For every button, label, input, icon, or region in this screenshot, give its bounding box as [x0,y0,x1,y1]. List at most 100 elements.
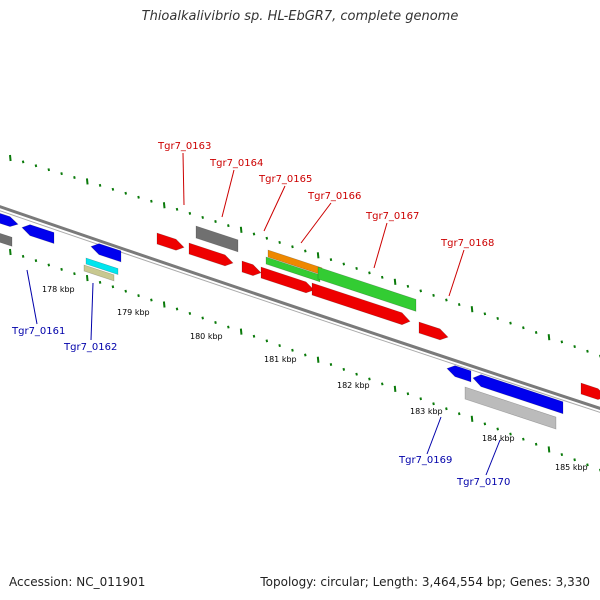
gene-bar-green[interactable] [317,266,417,312]
gene-bar-edge-left[interactable] [0,232,13,247]
tick-mark [483,312,487,316]
tick-mark [432,402,435,406]
tick-mark [85,274,89,282]
scale-label-183: 183 kbp [410,407,443,416]
gene-arrow-reverse[interactable] [90,243,122,263]
gene-arrow-forward[interactable] [188,242,234,267]
scale-label-184: 184 kbp [482,434,515,443]
tick-mark [393,278,397,285]
tick-mark [85,178,89,185]
tick-mark [47,263,51,267]
gene-arrow-reverse[interactable] [472,374,564,415]
tick-mark [380,275,384,279]
tick-mark [483,422,487,426]
tick-mark [252,334,256,338]
tick-mark [522,437,525,441]
tick-mark [560,340,564,344]
tick-mark [124,289,128,293]
tick-mark [393,385,397,392]
tick-mark [188,311,192,315]
gene-arrow-forward[interactable] [418,321,449,341]
gene-label-tgr7-0170[interactable]: Tgr7_0170 [456,477,510,488]
gene-label-tgr7-0163[interactable]: Tgr7_0163 [157,141,211,152]
gene-label-tgr7-0164[interactable]: Tgr7_0164 [209,158,263,169]
tick-mark [329,363,333,367]
tick-mark [201,215,204,219]
tick-mark [304,249,307,253]
tick-mark [368,271,371,275]
tick-mark [355,372,358,376]
tick-mark [162,301,166,308]
tick-mark [547,334,551,341]
tick-mark [60,172,63,176]
tick-mark [586,463,589,467]
gene-label-tgr7-0169[interactable]: Tgr7_0169 [398,455,452,466]
tick-mark [21,254,25,258]
gene-arrow-forward[interactable] [311,282,411,326]
gene-label-tgr7-0162[interactable]: Tgr7_0162 [63,342,117,353]
tick-mark [98,183,102,187]
gene-label-tgr7-0166[interactable]: Tgr7_0166 [307,191,361,202]
tick-mark [278,344,281,348]
tick-mark [73,272,76,276]
tick-mark [534,442,538,446]
gene-bar-cyan[interactable] [85,257,119,275]
gene-label-tgr7-0161[interactable]: Tgr7_0161 [11,326,65,337]
tick-mark [60,267,63,271]
scale-label-179: 179 kbp [117,308,150,317]
gene-arrow-reverse[interactable] [446,365,472,383]
gene-arrow-edge-left[interactable] [0,212,19,227]
gene-bar-gray[interactable] [195,225,239,253]
tick-mark [9,154,12,162]
tick-mark [573,458,576,462]
gene-label-tgr7-0165[interactable]: Tgr7_0165 [258,174,312,185]
tick-mark [329,258,333,262]
tick-mark [355,266,358,270]
gene-label-tgr7-0167[interactable]: Tgr7_0167 [365,211,419,222]
tick-mark [201,316,204,320]
tick-mark [278,240,281,244]
gene-arrow-edge-right[interactable] [580,382,600,400]
tick-mark [291,245,294,249]
gene-bar-khaki[interactable] [83,264,115,282]
tick-mark [214,321,217,324]
leader-line [448,249,465,297]
tick-mark [21,160,25,164]
tick-mark [432,293,435,297]
tick-mark [342,367,346,371]
tick-mark [406,392,410,396]
map-title: Thioalkalivibrio sp. HL-EbGR7, complete … [141,9,459,24]
tick-mark [419,289,423,293]
gene-arrow-forward[interactable] [241,260,262,276]
tick-mark [304,353,307,357]
gene-features[interactable] [0,212,600,430]
leader-line [221,169,235,218]
tick-mark [445,298,448,302]
tick-mark [509,321,512,325]
tick-mark [509,432,512,436]
tick-mark [380,382,384,386]
backbone-shadow-line [0,210,600,413]
leader-line [90,282,94,341]
gene-arrow-reverse[interactable] [21,224,55,244]
tick-mark [111,285,115,289]
scale-label-185: 185 kbp [555,463,588,472]
leader-line [373,222,388,269]
tick-mark [162,202,166,209]
tick-mark [496,316,499,320]
tick-mark [534,330,538,334]
gene-arrow-forward[interactable] [260,266,315,294]
tick-mark [124,191,128,195]
leader-line [26,269,38,325]
gene-bar-light-gray[interactable] [464,386,557,430]
tick-mark [457,412,461,416]
gene-arrow-forward[interactable] [156,232,185,251]
gene-bar-green[interactable] [265,256,321,283]
tick-mark [111,187,115,191]
tick-mark [560,453,564,457]
gene-label-tgr7-0168[interactable]: Tgr7_0168 [440,238,494,249]
tick-mark [445,407,448,411]
tick-mark [470,306,474,313]
leader-line [485,439,501,476]
tick-mark [573,345,576,349]
